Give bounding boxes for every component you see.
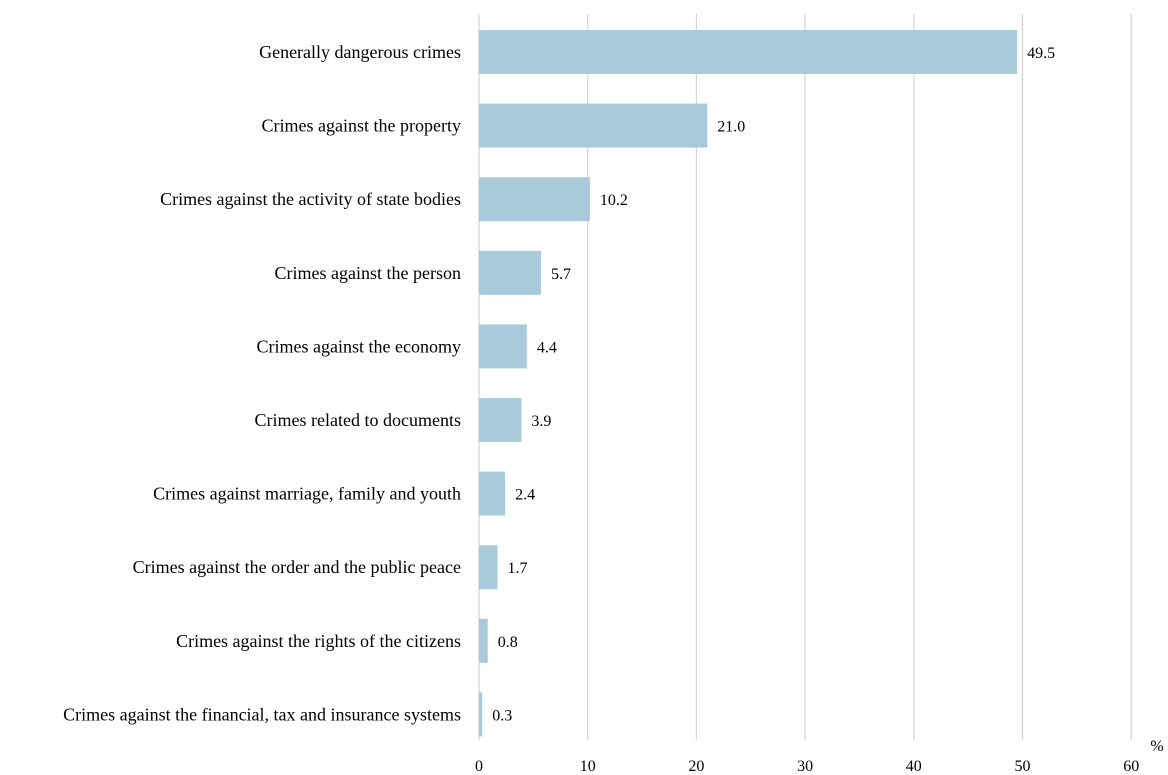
x-tick-label: 20	[688, 758, 704, 775]
x-axis-ticks: 0 10 20 30 40 50 60	[475, 758, 1139, 775]
data-label: 1.7	[507, 560, 527, 577]
x-tick-label: 0	[475, 758, 483, 775]
bar	[479, 177, 590, 222]
bar	[479, 618, 488, 663]
x-tick-label: 40	[906, 758, 922, 775]
bars	[479, 30, 1018, 737]
data-label: 49.5	[1027, 45, 1055, 62]
data-label: 0.8	[498, 634, 518, 651]
data-label: 3.9	[531, 413, 551, 430]
bar	[479, 103, 708, 148]
category-label: Crimes against the economy	[257, 336, 461, 356]
data-label: 2.4	[515, 487, 535, 504]
category-label: Crimes related to documents	[255, 410, 461, 430]
category-label: Crimes against the order and the public …	[133, 557, 461, 577]
data-label: 4.4	[537, 339, 557, 356]
x-tick-label: 30	[797, 758, 813, 775]
x-tick-label: 10	[580, 758, 596, 775]
data-labels: 49.5 21.0 10.2 5.7 4.4 3.9 2.4 1.7 0.8 0.3	[492, 45, 1055, 724]
x-axis-unit-label: %	[1150, 738, 1163, 755]
category-label: Crimes against the financial, tax and in…	[63, 704, 461, 724]
x-tick-label: 50	[1015, 758, 1031, 775]
data-label: 0.3	[492, 707, 512, 724]
category-label: Crimes against the rights of the citizen…	[176, 631, 461, 651]
x-tick-label: 60	[1123, 758, 1139, 775]
category-label: Crimes against the activity of state bod…	[160, 189, 461, 209]
data-label: 21.0	[717, 119, 745, 136]
category-label: Crimes against marriage, family and yout…	[153, 484, 461, 504]
bar	[479, 398, 522, 442]
category-label: Crimes against the person	[275, 263, 461, 283]
category-label: Generally dangerous crimes	[259, 42, 461, 62]
data-label: 5.7	[551, 266, 571, 283]
bar	[479, 324, 527, 369]
bar	[479, 545, 498, 590]
bar	[479, 30, 1018, 74]
bar	[479, 471, 506, 516]
bar	[479, 250, 541, 295]
category-label: Crimes against the property	[262, 116, 461, 136]
data-label: 10.2	[600, 192, 628, 209]
category-labels: Generally dangerous crimes Crimes against…	[63, 42, 461, 724]
bar	[479, 692, 483, 737]
